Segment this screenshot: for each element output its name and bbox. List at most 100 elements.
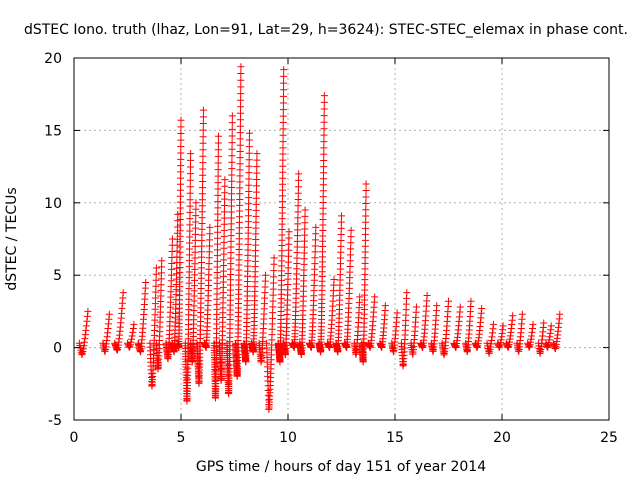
data-point [261,277,269,285]
data-point [186,227,194,235]
data-point [214,240,222,248]
data-point [177,143,185,151]
data-point [319,181,327,189]
data-point [285,240,293,248]
data-point [529,320,537,328]
data-point [228,119,236,127]
data-point [168,260,176,268]
data-point [83,317,91,325]
data-point [285,246,293,254]
data-point [245,149,253,157]
data-point [337,242,345,250]
data-point [199,184,207,192]
data-point [206,230,214,238]
data-point [206,236,214,244]
data-point [228,152,236,160]
data-point [228,190,236,198]
data-point [245,136,253,144]
data-point [84,307,92,315]
data-point [176,186,184,194]
data-point [199,133,207,141]
data-point [214,185,222,193]
data-point [245,169,253,177]
data-point [381,302,389,310]
data-point [338,212,345,220]
data-point [269,279,277,287]
data-point [285,228,293,236]
data-point [221,176,229,184]
data-point [301,225,309,233]
data-point [279,156,287,164]
data-point [176,192,184,200]
data-point [236,129,244,137]
data-point [279,99,287,107]
data-point [236,147,244,155]
data-point [214,210,222,218]
data-point [312,223,320,231]
x-tick-label: 0 [70,430,79,446]
data-point [152,264,160,272]
data-point [361,236,369,244]
data-point [199,177,207,185]
data-point [509,312,517,320]
data-point [320,131,328,139]
data-point [362,180,370,188]
data-point [362,212,370,220]
data-point [244,218,252,226]
data-point [295,176,303,184]
data-point [295,170,303,178]
data-point [245,194,253,202]
data-point [320,98,328,106]
data-point [199,159,207,167]
data-point [294,226,302,234]
data-point [199,113,207,121]
data-point [177,162,185,170]
data-point [467,297,475,305]
data-point [245,143,253,151]
data-point [279,168,287,176]
data-point [253,163,261,171]
data-point [456,303,464,311]
data-point [206,223,214,231]
data-point [237,103,245,111]
data-point [269,297,277,305]
data-point [228,139,236,147]
data-point [199,171,207,179]
data-point [320,163,328,171]
data-point [279,144,287,152]
data-point [228,158,236,166]
data-point [412,303,420,311]
data-point [371,293,379,301]
data-point [284,258,292,266]
data-point [279,106,287,114]
data-point [119,289,127,297]
data-point [279,138,287,146]
data-point [362,187,370,195]
data-points [75,63,564,413]
data-point [320,156,328,164]
data-point [158,263,166,271]
data-point [237,90,245,98]
data-point [294,195,302,203]
data-point [237,109,245,117]
data-point [279,162,287,170]
data-point [186,215,194,223]
data-point [214,179,222,187]
data-point [252,194,260,202]
data-point [346,257,354,265]
y-tick-labels: -5 0 5 10 15 20 [44,51,62,429]
data-point [228,184,236,192]
data-point [125,342,133,350]
data-point [214,146,222,154]
data-point [214,139,222,147]
data-point [191,230,199,238]
data-point [128,335,136,343]
data-point [79,345,87,353]
data-point [78,351,86,359]
data-point [177,149,185,157]
data-point [478,305,486,313]
data-point [220,220,228,228]
data-point [214,222,222,230]
data-point [177,155,185,163]
data-point [228,145,236,153]
